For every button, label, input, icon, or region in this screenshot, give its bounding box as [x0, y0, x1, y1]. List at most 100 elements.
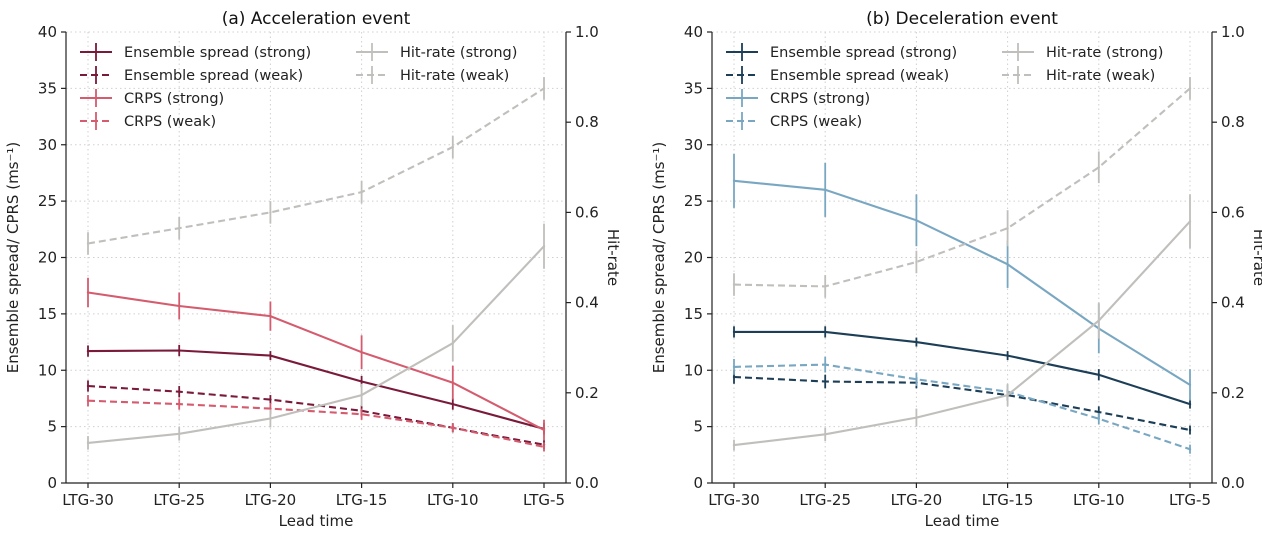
- legend-item: Ensemble spread (strong): [80, 43, 311, 61]
- data-point: [1188, 383, 1192, 387]
- x-tick-label: LTG-30: [62, 491, 114, 509]
- chart-title: (b) Deceleration event: [866, 9, 1058, 29]
- legend-item: Hit-rate (strong): [1002, 43, 1163, 61]
- y-tick-label: 35: [38, 79, 57, 97]
- data-point: [451, 341, 454, 345]
- data-point: [824, 433, 827, 436]
- data-point: [732, 283, 736, 286]
- data-point: [732, 179, 736, 183]
- data-point: [915, 260, 918, 264]
- legend: Ensemble spread (strong) Ensemble spread …: [80, 43, 517, 130]
- data-point: [360, 351, 363, 354]
- data-point: [1188, 220, 1192, 223]
- y-tick-label: 35: [684, 79, 703, 97]
- data-point: [1188, 87, 1192, 90]
- series-crps-weak: [732, 356, 1192, 454]
- data-point: [1097, 319, 1101, 322]
- x-tick-label: LTG-25: [799, 491, 851, 509]
- data-point: [451, 145, 454, 149]
- y-tick-label: 30: [38, 136, 57, 154]
- legend-label: CRPS (weak): [124, 114, 216, 130]
- y-tick-label: 10: [684, 361, 703, 379]
- legend-item: Hit-rate (weak): [1002, 66, 1155, 84]
- y-tick-label: 10: [38, 361, 57, 379]
- x-tick-label: LTG-20: [891, 491, 943, 509]
- data-point: [824, 330, 827, 334]
- data-point: [451, 426, 454, 429]
- data-point: [86, 441, 90, 445]
- x-tick-label: LTG-10: [427, 491, 479, 509]
- y-tick-label: 5: [47, 418, 57, 436]
- series-crps-strong: [86, 277, 546, 441]
- series-line: [733, 179, 1191, 386]
- data-point: [86, 399, 90, 402]
- data-point: [732, 443, 736, 447]
- data-point: [1097, 410, 1101, 414]
- x-tick-label: LTG-5: [523, 491, 565, 509]
- x-tick-label: LTG-15: [982, 491, 1034, 509]
- x-tick-label: LTG-15: [336, 491, 388, 509]
- legend-label: Ensemble spread (strong): [124, 45, 311, 61]
- legend-label: Hit-rate (weak): [1046, 68, 1155, 84]
- y-tick-label: 30: [684, 136, 703, 154]
- data-point: [269, 398, 272, 401]
- x-tick-label: LTG-10: [1073, 491, 1125, 509]
- data-point: [1188, 428, 1192, 432]
- data-point: [360, 413, 363, 416]
- series-crps-strong: [732, 153, 1192, 401]
- series-line: [87, 291, 545, 431]
- data-point: [269, 407, 272, 410]
- data-point: [1097, 166, 1101, 169]
- y-tick-label-right: 0.2: [1221, 384, 1245, 402]
- data-point: [915, 340, 918, 344]
- series-hit-rate-strong: [732, 194, 1192, 451]
- data-point: [178, 402, 181, 406]
- data-point: [542, 445, 546, 449]
- data-point: [451, 402, 454, 406]
- y-axis-label-right: Hit-rate: [604, 229, 622, 286]
- x-tick-label: LTG-25: [153, 491, 205, 509]
- data-point: [178, 432, 181, 436]
- series-crps-weak: [86, 395, 546, 452]
- panel-deceleration: (b) Deceleration event Lead time Ensembl…: [650, 9, 1262, 530]
- x-axis-label: Lead time: [279, 512, 354, 530]
- data-point: [1006, 226, 1009, 230]
- data-point: [178, 226, 181, 230]
- data-point: [824, 285, 827, 288]
- data-point: [360, 190, 363, 194]
- data-point: [269, 211, 272, 214]
- y-tick-label: 40: [684, 23, 703, 41]
- y-tick-label-right: 0.6: [1221, 203, 1245, 221]
- legend-label: Ensemble spread (strong): [770, 45, 957, 61]
- data-point: [86, 242, 90, 245]
- x-tick-label: LTG-20: [245, 491, 297, 509]
- y-tick-label-right: 0.8: [575, 113, 599, 131]
- data-point: [451, 381, 454, 384]
- y-tick-label-right: 0.0: [1221, 474, 1245, 492]
- data-point: [542, 87, 546, 90]
- y-tick-label-right: 1.0: [575, 23, 599, 41]
- x-tick-label: LTG-5: [1169, 491, 1211, 509]
- data-point: [86, 291, 90, 294]
- data-point: [824, 363, 827, 366]
- series-line: [733, 220, 1191, 447]
- series-line: [87, 87, 545, 245]
- legend-item: CRPS (strong): [80, 89, 224, 107]
- data-point: [1188, 447, 1192, 451]
- data-point: [732, 365, 736, 369]
- data-point: [178, 349, 181, 352]
- y-tick-label: 15: [38, 305, 57, 323]
- legend-label: Hit-rate (strong): [1046, 45, 1163, 61]
- series-hit-rate-strong: [86, 223, 546, 450]
- series-hit-rate-weak: [732, 77, 1192, 298]
- data-point: [86, 384, 90, 388]
- y-tick-label-right: 0.0: [575, 474, 599, 492]
- data-point: [269, 314, 272, 318]
- y-tick-label: 15: [684, 305, 703, 323]
- legend-label: Hit-rate (weak): [400, 68, 509, 84]
- y-tick-label: 20: [684, 249, 703, 267]
- y-axis-label: Ensemble spread/ CPRS (ms⁻¹): [4, 142, 22, 374]
- y-tick-label-right: 0.4: [1221, 294, 1245, 312]
- data-point: [1188, 402, 1192, 406]
